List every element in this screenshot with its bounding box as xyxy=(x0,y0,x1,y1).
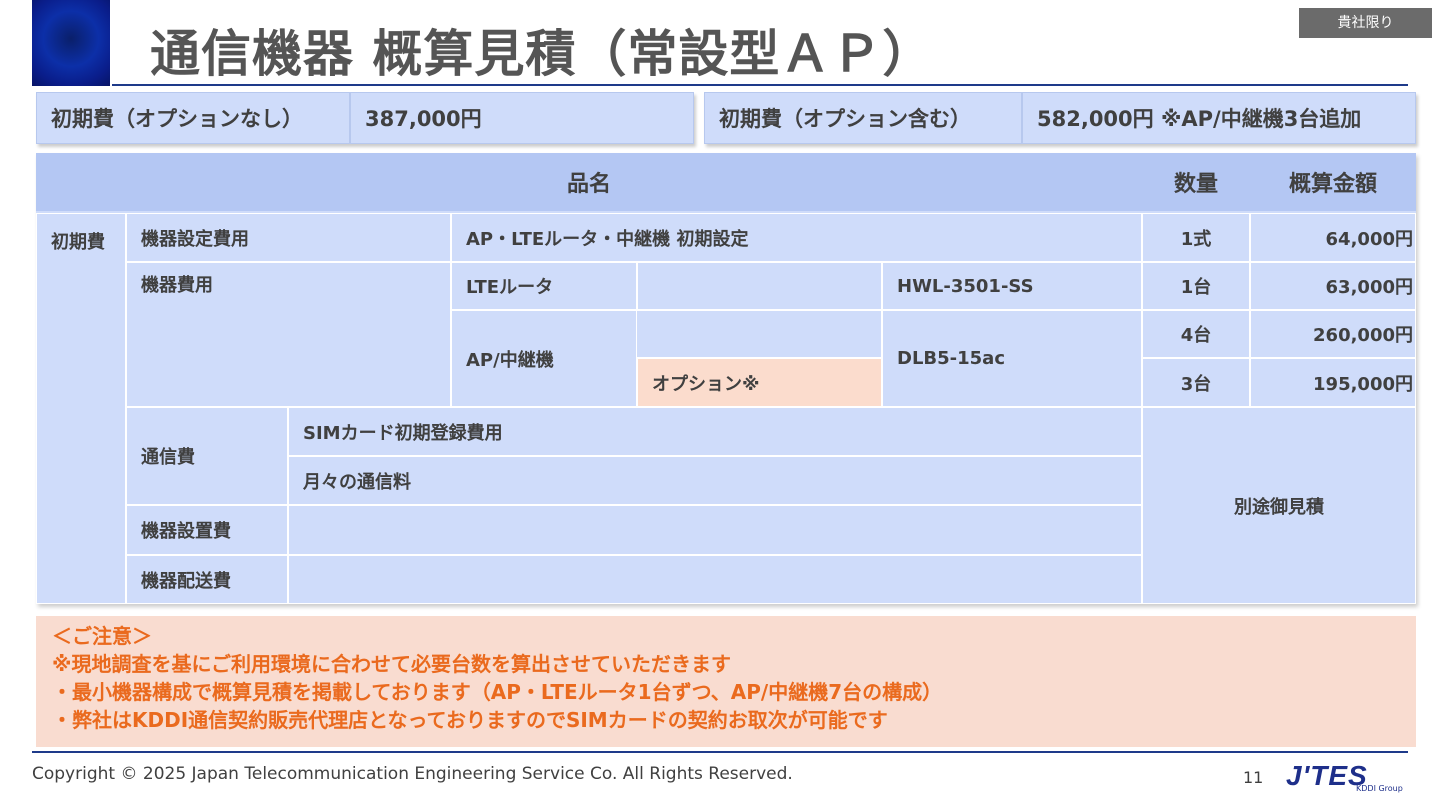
option-amount: 195,000円 xyxy=(1250,358,1416,407)
setup-amount: 64,000円 xyxy=(1250,213,1416,262)
option-qty: 3台 xyxy=(1142,358,1250,407)
page-number: 11 xyxy=(1243,768,1264,787)
jtes-logo: J'TES xyxy=(1286,760,1368,791)
notice-line: ※現地調査を基にご利用環境に合わせて必要台数を算出させていただきます xyxy=(52,652,732,676)
notice-heading: ＜ご注意＞ xyxy=(52,624,152,648)
footer-divider xyxy=(32,751,1408,753)
category-initial: 初期費 xyxy=(36,213,126,604)
notice-line: ・最小機器構成で概算見積を掲載しております（AP・LTEルータ1台ずつ、AP/中… xyxy=(52,680,943,704)
summary-no-option: 初期費（オプションなし） 387,000円 xyxy=(36,92,694,144)
comm-label: 通信費 xyxy=(126,407,288,505)
install-blank xyxy=(288,505,1142,555)
confidential-badge: 貴社限り xyxy=(1299,8,1432,38)
header-qty: 数量 xyxy=(1142,153,1250,211)
delivery-label: 機器配送費 xyxy=(126,555,288,604)
separate-estimate: 別途御見積 xyxy=(1142,407,1416,604)
install-label: 機器設置費 xyxy=(126,505,288,555)
lte-model: HWL-3501-SS xyxy=(882,262,1142,310)
setup-desc: AP・LTEルータ・中継機 初期設定 xyxy=(451,213,1142,262)
estimate-table: 品名 数量 概算金額 初期費 機器設定費用 AP・LTEルータ・中継機 初期設定… xyxy=(36,153,1416,604)
kddi-group-label: KDDI Group xyxy=(1356,784,1403,793)
comm-sim: SIMカード初期登録費用 xyxy=(288,407,1142,456)
comm-monthly: 月々の通信料 xyxy=(288,456,1142,505)
title-divider xyxy=(112,84,1408,86)
ap-name: AP/中継機 xyxy=(451,310,637,407)
copyright: Copyright © 2025 Japan Telecommunication… xyxy=(32,764,793,784)
summary-value: 387,000円 xyxy=(365,107,482,131)
lte-qty: 1台 xyxy=(1142,262,1250,310)
logo-square xyxy=(32,0,110,86)
ap-blank xyxy=(637,310,882,358)
lte-blank xyxy=(637,262,882,310)
lte-amount: 63,000円 xyxy=(1250,262,1416,310)
header-amount: 概算金額 xyxy=(1250,153,1416,211)
ap-model: DLB5-15ac xyxy=(882,310,1142,407)
delivery-blank xyxy=(288,555,1142,604)
notice-box: ＜ご注意＞ ※現地調査を基にご利用環境に合わせて必要台数を算出させていただきます… xyxy=(36,616,1416,747)
summary-with-option: 初期費（オプション含む） 582,000円 ※AP/中継機3台追加 xyxy=(704,92,1416,144)
summary-label: 初期費（オプションなし） xyxy=(37,93,351,143)
ap-option: オプション※ xyxy=(637,358,882,407)
header-name: 品名 xyxy=(36,153,1142,211)
ap-amount: 260,000円 xyxy=(1250,310,1416,358)
setup-qty: 1式 xyxy=(1142,213,1250,262)
summary-value: 582,000円 ※AP/中継機3台追加 xyxy=(1037,107,1362,131)
page-title: 通信機器 概算見積（常設型ＡＰ） xyxy=(150,25,934,83)
ap-qty: 4台 xyxy=(1142,310,1250,358)
setup-label: 機器設定費用 xyxy=(126,213,451,262)
equipment-label: 機器費用 xyxy=(126,262,451,407)
notice-line: ・弊社はKDDI通信契約販売代理店となっておりますのでSIMカードの契約お取次が… xyxy=(52,708,888,732)
lte-name: LTEルータ xyxy=(451,262,637,310)
summary-label: 初期費（オプション含む） xyxy=(705,93,1023,143)
